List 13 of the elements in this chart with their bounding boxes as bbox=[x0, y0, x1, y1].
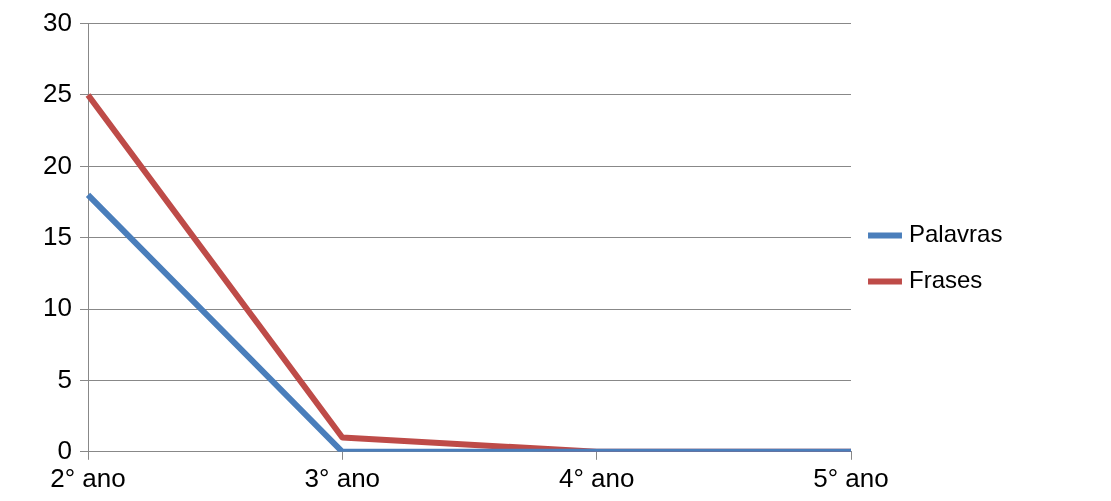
y-tick-label: 25 bbox=[43, 78, 72, 109]
y-tick-label: 20 bbox=[43, 149, 72, 180]
x-tick-label: 4° ano bbox=[558, 462, 635, 493]
y-tick-label: 0 bbox=[57, 434, 72, 465]
y-tick-label: 5 bbox=[57, 363, 72, 394]
y-tick-label: 10 bbox=[43, 292, 72, 323]
legend-label: Frases bbox=[909, 266, 983, 294]
x-tick-label: 3° ano bbox=[304, 462, 381, 493]
x-tick-label: 5° ano bbox=[813, 462, 889, 493]
y-tick-label: 30 bbox=[43, 6, 72, 37]
x-tick-label: 2° ano bbox=[50, 462, 126, 493]
legend-label: Palavras bbox=[909, 220, 1003, 248]
y-tick-label: 15 bbox=[43, 220, 72, 251]
